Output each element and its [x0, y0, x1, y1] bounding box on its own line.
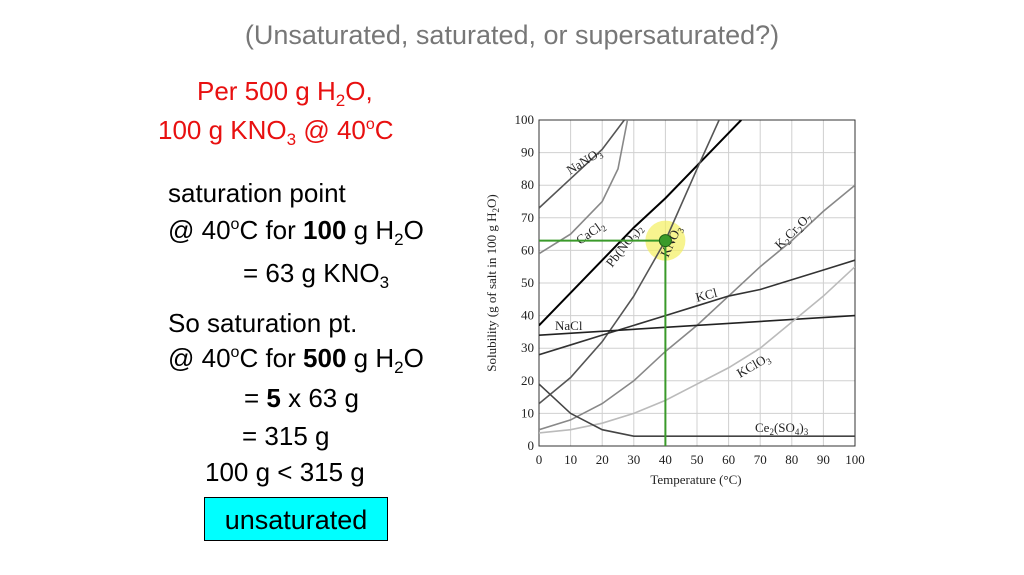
text-line: 100 g < 315 g: [205, 457, 365, 487]
x-tick-label: 60: [722, 452, 735, 467]
point: [658, 234, 672, 248]
x-tick-label: 0: [536, 452, 543, 467]
curve: [539, 383, 855, 438]
curve: [539, 120, 742, 327]
x-tick-label: 90: [817, 452, 830, 467]
given-line: Per 500 g H2O,: [197, 76, 373, 110]
y-tick-label: 90: [521, 145, 534, 160]
curve: [539, 266, 855, 434]
text-line: = 315 g: [242, 421, 330, 451]
y-tick-label: 70: [521, 210, 534, 225]
x-tick-label: 20: [596, 452, 609, 467]
text-line: = 63 g KNO3: [243, 258, 390, 292]
x-tick-label: 50: [691, 452, 704, 467]
y-tick-label: 60: [521, 242, 534, 257]
given-line: 100 g KNO3 @ 40oC: [158, 115, 394, 149]
x-tick-label: 10: [564, 452, 577, 467]
curve-label: KClO3: [734, 350, 774, 383]
x-tick-label: 40: [659, 452, 672, 467]
curve: [539, 314, 855, 336]
y-tick-label: 50: [521, 275, 534, 290]
y-tick-label: 30: [521, 340, 534, 355]
curve: [539, 120, 720, 405]
curves: [539, 120, 855, 438]
y-tick-label: 20: [521, 373, 534, 388]
text-line: = 5 x 63 g: [244, 383, 359, 413]
text-line: @ 40oC for 100 g H2O: [168, 215, 424, 249]
y-axis-label: Solubility (g of salt in 100 g H2O): [484, 194, 501, 371]
x-tick-label: 100: [845, 452, 865, 467]
y-tick-label: 40: [521, 308, 534, 323]
x-axis-label: Temperature (°C): [650, 472, 741, 487]
y-tick-label: 100: [515, 112, 535, 127]
text-line: So saturation pt.: [168, 308, 358, 338]
curve-label: KCl: [694, 285, 719, 305]
curve: [539, 259, 855, 356]
curve-label: Pb(NO3)2: [603, 221, 647, 271]
answer-box: unsaturated: [204, 497, 388, 541]
curve-label: K2Cr2O7: [772, 209, 816, 253]
curve-label: NaNO3: [564, 144, 606, 179]
text-line: saturation point: [168, 178, 346, 208]
y-tick-label: 10: [521, 405, 534, 420]
x-tick-label: 80: [785, 452, 798, 467]
curve-label: Ce2(SO4)3: [755, 420, 809, 437]
curve-label: CaCl2: [573, 217, 608, 249]
text-line: @ 40oC for 500 g H2O: [168, 343, 424, 377]
x-tick-label: 30: [627, 452, 640, 467]
y-tick-label: 0: [528, 438, 535, 453]
y-tick-label: 80: [521, 177, 534, 192]
plot-frame: [538, 119, 856, 447]
heading: (Unsaturated, saturated, or supersaturat…: [244, 20, 780, 50]
x-tick-label: 70: [754, 452, 767, 467]
curve: [539, 120, 625, 209]
curve-label: NaCl: [555, 318, 583, 333]
